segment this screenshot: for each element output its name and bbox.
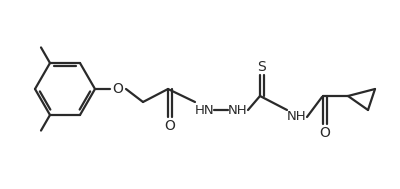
Text: O: O (112, 82, 124, 96)
Text: NH: NH (287, 111, 307, 123)
Text: O: O (320, 126, 330, 140)
Text: S: S (258, 60, 266, 74)
Text: O: O (164, 119, 176, 133)
Text: HN: HN (195, 104, 215, 116)
Text: NH: NH (228, 104, 248, 116)
